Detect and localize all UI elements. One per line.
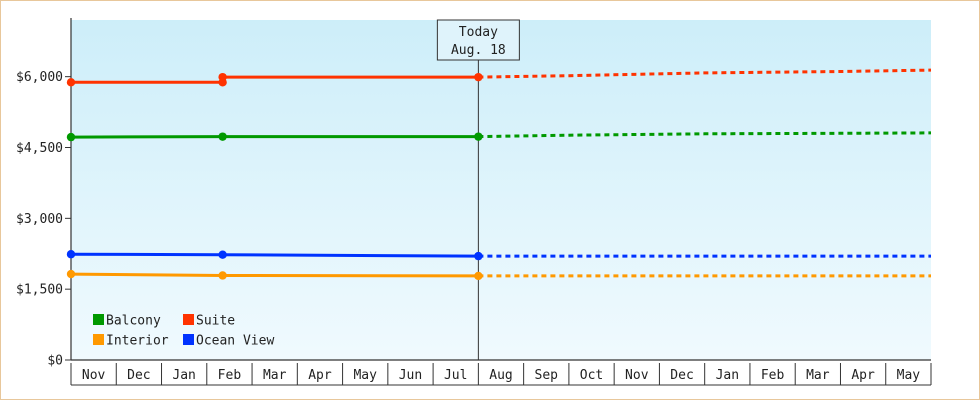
x-tick-label: Dec	[670, 368, 693, 383]
series-balcony-point[interactable]	[474, 132, 483, 141]
x-tick-label: Jan	[172, 368, 195, 383]
legend-label: Balcony	[106, 314, 161, 329]
x-tick-label: Feb	[218, 368, 242, 383]
y-tick-label: $0	[47, 354, 63, 369]
series-ocean-view-history-line	[70, 252, 479, 258]
series-balcony-forecast-line	[478, 131, 932, 139]
x-tick-label: May	[353, 368, 377, 383]
legend-label: Ocean View	[196, 334, 274, 349]
legend-swatch	[183, 334, 194, 345]
legend-item-ocean-view: Ocean View	[183, 334, 274, 349]
legend-item-suite: Suite	[183, 314, 235, 329]
x-tick-label: Jan	[716, 368, 739, 383]
series-suite-point[interactable]	[218, 72, 227, 82]
series-ocean-view-point[interactable]	[474, 251, 483, 261]
series-ocean-view-point[interactable]	[218, 250, 227, 259]
series-ocean-view-point[interactable]	[66, 250, 76, 259]
legend-item-interior: Interior	[93, 334, 169, 349]
today-label-box	[436, 19, 520, 61]
x-tick-label: Apr	[308, 368, 332, 383]
x-tick-label: Nov	[625, 368, 649, 383]
series-suite-forecast-line	[478, 68, 932, 79]
x-tick-label: Feb	[761, 368, 785, 383]
x-tick-label: Sep	[535, 368, 559, 383]
x-tick-label: May	[897, 368, 921, 383]
series-balcony-point[interactable]	[66, 132, 76, 142]
x-tick-label: Dec	[127, 368, 150, 383]
series-suite-point[interactable]	[474, 72, 483, 82]
legend-swatch	[183, 314, 194, 325]
x-tick-label: Nov	[82, 368, 106, 383]
x-tick-label: Apr	[851, 368, 875, 383]
legend-label: Interior	[106, 334, 169, 349]
x-tick-label: Aug	[489, 368, 512, 383]
series-suite-point[interactable]	[66, 78, 76, 87]
legend-label: Suite	[196, 314, 235, 329]
y-tick-label: $6,000	[16, 70, 63, 85]
series-balcony-point[interactable]	[218, 132, 227, 141]
plot-area	[71, 20, 931, 360]
series-interior-point[interactable]	[66, 269, 76, 279]
x-tick-label: Jul	[444, 368, 467, 383]
today-date: Aug. 18	[451, 43, 506, 58]
legend-swatch	[93, 314, 104, 325]
legend-item-balcony: Balcony	[93, 314, 161, 329]
y-tick-label: $3,000	[16, 212, 63, 227]
y-tick-label: $4,500	[16, 141, 63, 156]
y-tick-label: $1,500	[16, 283, 63, 298]
today-label: Today	[459, 25, 498, 40]
series-balcony-history-line	[70, 135, 479, 139]
x-tick-label: Mar	[806, 368, 830, 383]
series-interior-point[interactable]	[218, 271, 227, 280]
x-tick-label: Jun	[399, 368, 422, 383]
x-tick-label: Mar	[263, 368, 287, 383]
legend-swatch	[93, 334, 104, 345]
series-interior-history-line	[70, 272, 479, 278]
series-interior-point[interactable]	[474, 271, 483, 281]
x-tick-label: Oct	[580, 368, 603, 383]
